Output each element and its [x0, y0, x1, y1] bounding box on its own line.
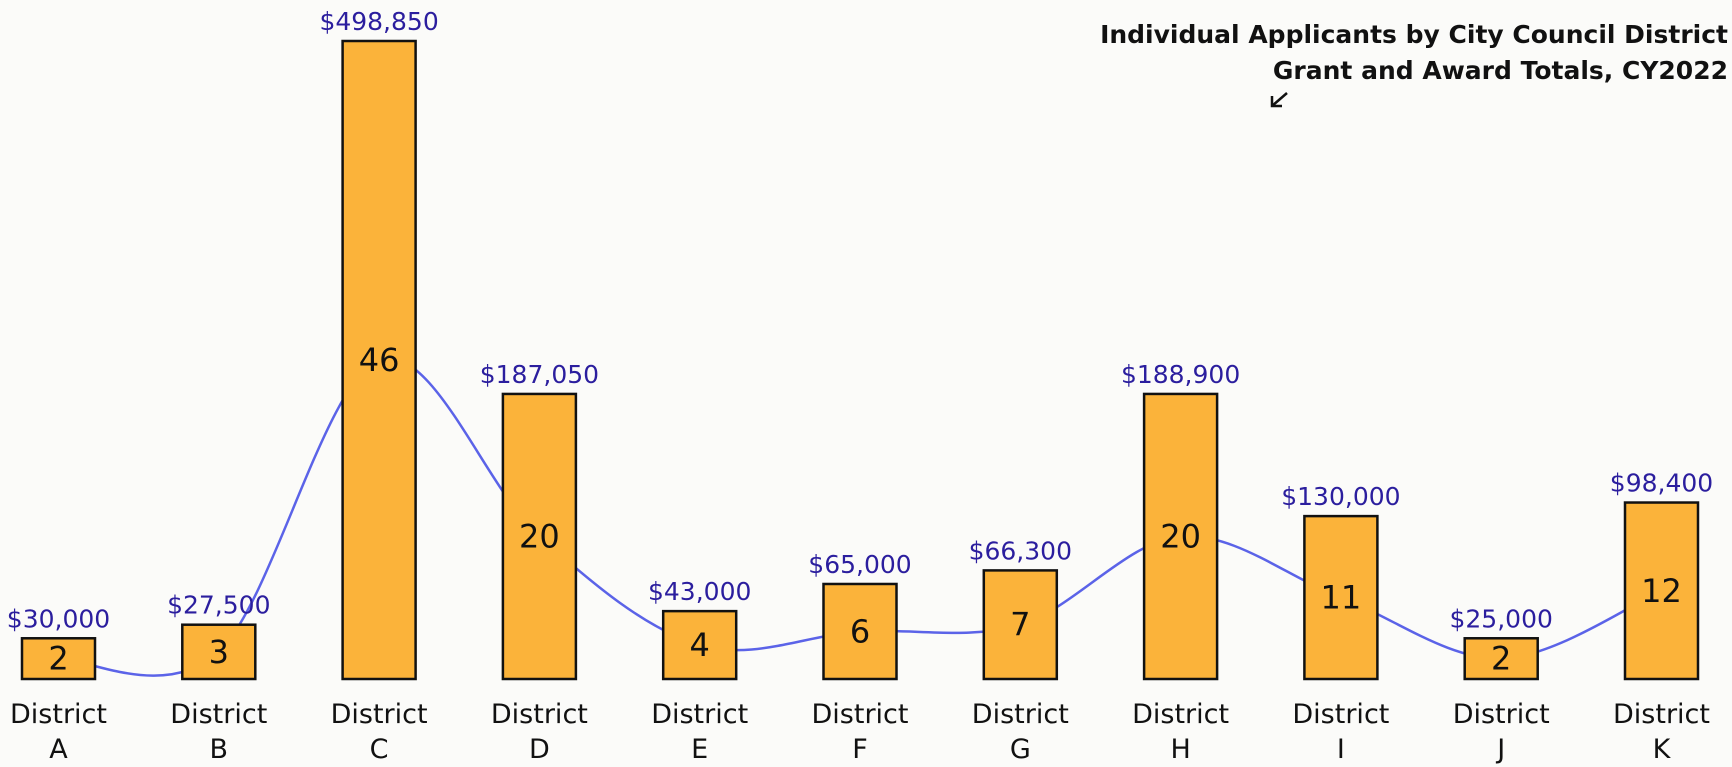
amount-label: $98,400 [1610, 469, 1713, 498]
chart-subtitle: Grant and Award Totals, CY2022 [1273, 56, 1728, 85]
bar-count-label: 6 [850, 612, 870, 650]
bar [661, 609, 738, 681]
bar [1303, 514, 1379, 681]
x-tick-label: District D [490, 699, 588, 765]
bar-count-label: 11 [1321, 579, 1362, 617]
amount-label: $65,000 [808, 550, 911, 579]
bar-count-label: 46 [359, 341, 400, 379]
amount-label: $25,000 [1450, 604, 1553, 633]
bar [982, 569, 1059, 681]
bar [1142, 392, 1219, 681]
bar-count-label: 20 [1160, 517, 1201, 555]
bar [501, 392, 578, 681]
amount-label: $43,000 [648, 577, 751, 606]
chart-title: Individual Applicants by City Council Di… [1100, 20, 1728, 49]
bar [1463, 637, 1539, 681]
x-tick-label: District I [1292, 699, 1390, 765]
x-tick-label: District J [1452, 699, 1550, 765]
bar [1623, 501, 1700, 681]
x-tick-label: District H [1132, 699, 1230, 765]
x-tick-label: District C [330, 699, 428, 765]
arrow [1270, 92, 1288, 108]
bar-count-label: 7 [1010, 606, 1030, 644]
x-tick-label: District K [1613, 699, 1710, 765]
x-tick-label: District A [10, 699, 107, 765]
bar [341, 39, 417, 681]
amount-label: $188,900 [1121, 360, 1240, 389]
amount-label: $27,500 [167, 591, 270, 620]
bar [181, 623, 257, 681]
x-tick-label: District G [971, 699, 1069, 765]
bar-count-label: 3 [209, 633, 229, 671]
bar-count-label: 12 [1641, 572, 1682, 610]
bar-count-label: 4 [690, 626, 710, 664]
amount-label: $187,050 [480, 360, 599, 389]
amount-label: $130,000 [1281, 482, 1400, 511]
bar-count-label: 2 [48, 640, 68, 678]
amount-label: $66,300 [969, 536, 1072, 565]
amount-label: $30,000 [7, 604, 110, 633]
x-tick-label: District B [170, 699, 268, 765]
bar-count-label: 20 [519, 517, 560, 555]
x-tick-label: District E [651, 699, 749, 765]
bar [20, 637, 97, 681]
amount-label: $498,850 [319, 7, 438, 36]
bar-count-label: 2 [1491, 640, 1511, 678]
bar [822, 582, 898, 681]
x-tick-label: District F [811, 699, 909, 765]
